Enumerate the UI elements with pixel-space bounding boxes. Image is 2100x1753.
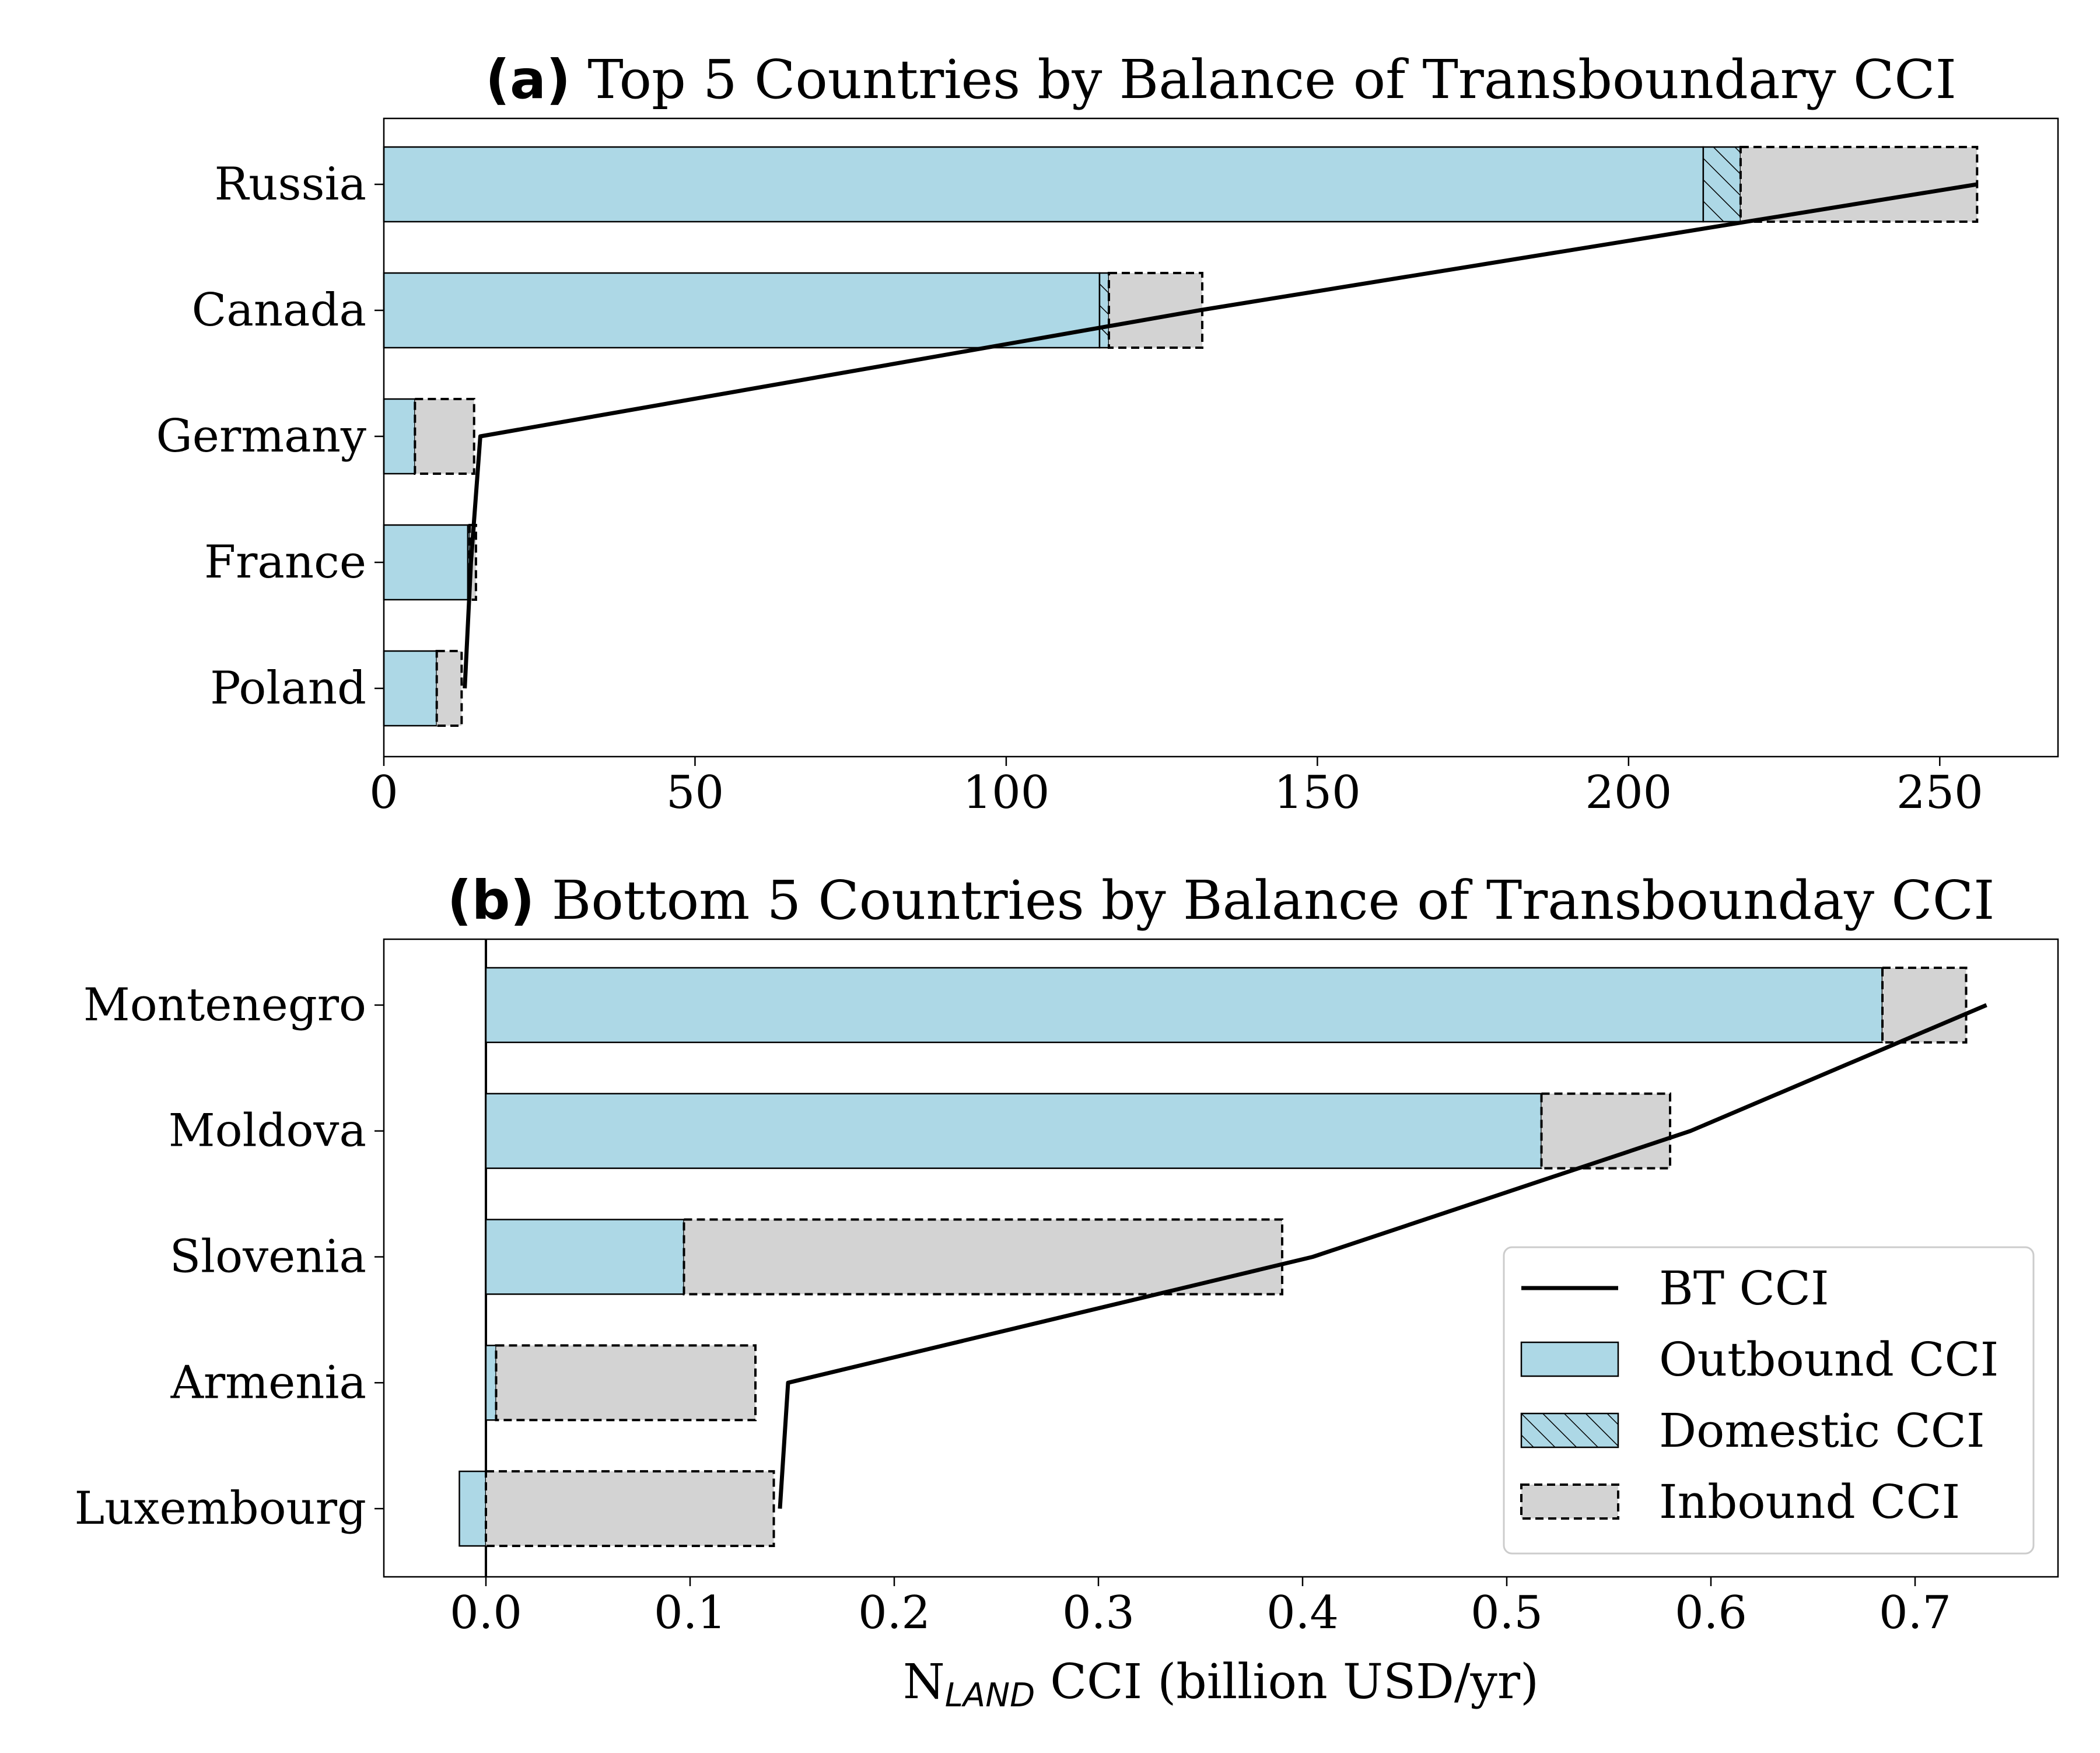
x-tick-label: 100	[963, 767, 1049, 819]
bar-outbound-armenia	[485, 1345, 497, 1421]
bar-outbound-montenegro	[485, 967, 1884, 1044]
bar-outbound-moldova	[485, 1093, 1542, 1169]
bar-outbound-germany	[383, 398, 416, 475]
bt-cci-line	[463, 182, 1978, 689]
bar-outbound-poland	[383, 650, 438, 727]
bar-outbound-luxembourg	[459, 1470, 487, 1547]
y-tick-label: Russia	[215, 158, 366, 211]
title-text: Top 5 Countries by Balance of Transbound…	[570, 48, 1957, 111]
y-tick-label: Moldova	[169, 1105, 366, 1157]
panel-label: (b)	[447, 869, 535, 932]
x-tick-label: 0.1	[654, 1587, 726, 1639]
bar-inbound-slovenia	[682, 1218, 1283, 1296]
bar-inbound-germany	[414, 398, 475, 475]
y-tick-label: Luxembourg	[75, 1482, 367, 1535]
y-tick-label: France	[204, 536, 366, 589]
title-text: Bottom 5 Countries by Balance of Transbo…	[535, 869, 1995, 932]
x-tick-label: 50	[666, 767, 724, 819]
bar-domestic-russia	[1702, 146, 1742, 223]
bar-outbound-canada	[383, 272, 1101, 349]
panel-label: (a)	[485, 48, 570, 111]
x-tick-label: 0	[369, 767, 398, 819]
legend-box	[1503, 1246, 2035, 1555]
x-tick-label: 0.4	[1266, 1587, 1339, 1639]
axes-frame	[383, 938, 2059, 1578]
legend-label: Inbound CCI	[1659, 1475, 1960, 1529]
bar-inbound-luxembourg	[485, 1470, 775, 1548]
y-tick-label: Canada	[192, 284, 366, 337]
bar-inbound-armenia	[495, 1344, 757, 1422]
x-axis-label-main: N	[903, 1654, 945, 1710]
x-tick-label: 0.5	[1471, 1587, 1543, 1639]
y-tick-label: Poland	[210, 662, 366, 715]
bar-inbound-canada	[1107, 272, 1203, 349]
y-tick-label: Montenegro	[83, 979, 366, 1031]
bar-inbound-poland	[435, 650, 463, 727]
x-tick-label: 0.7	[1879, 1587, 1951, 1639]
legend-handle-outbound	[1520, 1341, 1619, 1377]
legend-handle-domestic	[1520, 1412, 1619, 1448]
bar-outbound-slovenia	[485, 1219, 685, 1295]
legend-label: BT CCI	[1659, 1261, 1829, 1315]
y-tick-label: Germany	[156, 410, 366, 463]
chart-title: (b) Bottom 5 Countries by Balance of Tra…	[447, 869, 1995, 932]
chart-title: (a) Top 5 Countries by Balance of Transb…	[485, 48, 1957, 111]
x-axis-label-rest: CCI (billion USD/yr)	[1035, 1654, 1539, 1710]
x-tick-label: 0.2	[858, 1587, 930, 1639]
bar-outbound-france	[383, 524, 469, 601]
y-tick-label: Armenia	[170, 1356, 366, 1409]
bar-inbound-russia	[1739, 146, 1979, 223]
x-axis-label-sub: LAND	[945, 1677, 1035, 1714]
x-tick-label: 200	[1585, 767, 1672, 819]
x-tick-label: 0.3	[1062, 1587, 1135, 1639]
axes-frame	[383, 117, 2059, 758]
bt-cci-line	[778, 1003, 1987, 1509]
x-tick-label: 150	[1274, 767, 1361, 819]
bar-domestic-canada	[1098, 272, 1110, 349]
legend-label: Domestic CCI	[1659, 1404, 1985, 1458]
x-tick-label: 0.0	[450, 1587, 522, 1639]
legend-handle-inbound	[1520, 1483, 1619, 1520]
bar-outbound-russia	[383, 146, 1704, 223]
x-tick-label: 250	[1896, 767, 1983, 819]
bar-inbound-moldova	[1540, 1092, 1671, 1170]
x-axis-label: NLAND CCI (billion USD/yr)	[903, 1654, 1539, 1714]
legend-label: Outbound CCI	[1659, 1332, 1999, 1387]
y-tick-label: Slovenia	[170, 1231, 366, 1283]
x-tick-label: 0.6	[1675, 1587, 1747, 1639]
